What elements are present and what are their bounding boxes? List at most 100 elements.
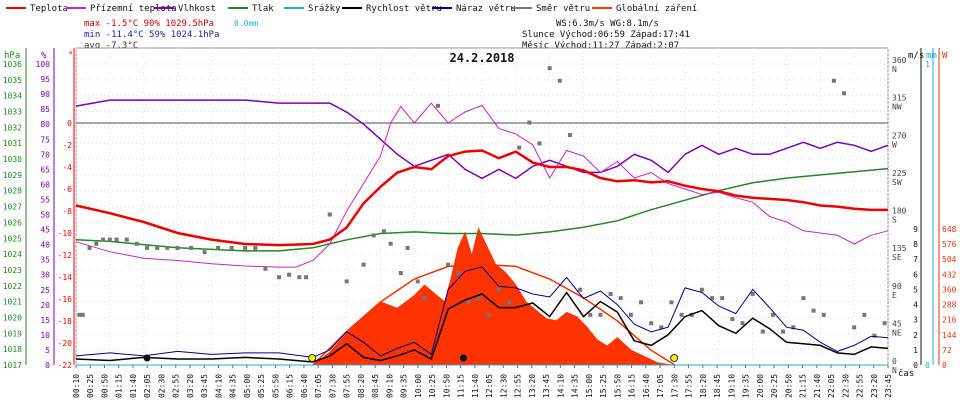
wind-direction-point [872,333,877,338]
temperature-tick-label: -16 [58,295,73,304]
humidity-tick-label: 85 [40,105,50,114]
moonset-marker [143,354,151,362]
humidity-tick-label: 60 [40,180,50,189]
hpa-tick-label: 1034 [3,92,22,101]
humidity-tick-label: 30 [40,271,50,280]
wind-direction-point [567,133,572,138]
temperature-tick-label: -4 [62,163,72,172]
wind-dir-tick-label: 180 [892,207,907,216]
legend-label: Vlhkost [178,4,216,14]
wind-direction-point [446,262,451,267]
wind-direction-point [456,271,461,276]
wind-direction-point [791,325,796,330]
wind-direction-point [730,317,735,322]
x-tick-label: 18:20 [699,374,708,398]
hpa-tick-label: 1020 [3,313,22,322]
radiation-tick-label: 504 [942,255,957,264]
wind-direction-point [243,245,248,250]
wind-direction-point [175,245,180,250]
wind-direction-point [361,262,366,267]
hpa-tick-label: 1031 [3,139,22,148]
x-tick-label: 22:05 [827,374,836,398]
x-tick-label: 16:40 [642,374,651,398]
hpa-tick-label: 1026 [3,218,22,227]
stat-moon: Měsíc Východ:11:27 Západ:2:07 [522,41,679,51]
wind-dir-tick-label: W [892,140,897,149]
x-tick-label: 10:25 [428,374,437,398]
pressure-line [75,167,889,252]
wind-speed-tick-label: 0 [913,361,918,370]
humidity-tick-label: 10 [40,331,50,340]
wind-direction-point [781,329,786,334]
wind-direction-point [277,275,281,280]
radiation-tick-label: 216 [942,316,957,325]
x-tick-label: 00:50 [100,374,109,398]
wind-direction-point [304,275,309,280]
humidity-tick-label: 20 [40,301,50,310]
wind-direction-point [77,312,82,317]
humidity-tick-label: 15 [40,316,50,325]
wind-gust-line [75,266,889,358]
x-tick-label: 12:30 [499,374,508,398]
wind-dir-tick-label: 315 [892,94,907,103]
theoretical-radiation-line [312,263,676,366]
wind-direction-point [189,245,194,250]
wind-speed-tick-label: 6 [913,270,918,279]
axis-label-hpa: hPa [4,51,20,61]
axis-label-humidity: % [41,51,47,61]
x-tick-label: 17:55 [685,374,694,398]
wind-direction-point [94,241,99,246]
wind-direction-point [588,312,593,317]
x-tick-label: 06:40 [300,374,309,398]
temperature-tick-label: -10 [58,229,73,238]
wind-direction-point [598,312,603,317]
rain-tick-label: 1 [925,60,930,69]
wind-direction-point [229,245,234,250]
marks [75,66,889,366]
legend-label: Tlak [252,4,274,14]
temperature-tick-label: -20 [58,339,73,348]
wind-speed-tick-label: 2 [913,331,918,340]
wind-direction-point [155,245,160,250]
wind-direction-point [842,91,847,96]
legend-label: Směr větru [536,4,590,14]
x-tick-label: 09:35 [400,374,409,398]
x-tick-label: 07:30 [328,374,337,398]
x-tick-label: 01:40 [129,374,138,398]
wind-direction-point [344,279,349,284]
humidity-tick-label: 35 [40,256,50,265]
x-tick-label: 23:20 [870,374,879,398]
wind-direction-point [107,237,112,242]
x-tick-label: 10:00 [414,374,423,398]
x-tick-label: 18:45 [713,374,722,398]
stat-avg: avg -7.3°C [84,41,138,51]
wind-direction-point [405,245,410,250]
x-tick-label: 08:45 [371,374,380,398]
hpa-tick-label: 1033 [3,108,22,117]
wind-direction-point [287,272,292,277]
wind-dir-tick-label: 225 [892,169,907,178]
x-tick-label: 16:15 [628,374,637,398]
humidity-tick-label: 55 [40,195,50,204]
humidity-tick-label: 0 [45,361,50,370]
humidity-tick-label: 25 [40,286,50,295]
humidity-tick-label: 65 [40,165,50,174]
temperature-tick-label: -18 [58,317,73,326]
wind-direction-point [537,141,542,146]
wind-direction-point [710,296,715,301]
legend-label: Srážky [308,4,341,14]
x-tick-label: 15:25 [599,374,608,398]
temperature-tick-label: 0 [67,119,72,128]
wind-speed-tick-label: 7 [913,255,918,264]
radiation-tick-label: 576 [942,240,957,249]
wind-direction-point [101,237,106,242]
humidity-tick-label: 95 [40,75,50,84]
wind-direction-point [557,78,562,83]
wind-dir-tick-label: N [892,366,897,375]
stat-wind: WS:6.3m/s WG:8.1m/s [556,19,659,29]
wind-direction-point [253,245,258,250]
rain-tick-label: 0 [925,361,930,370]
x-tick-label: 05:50 [271,374,280,398]
wind-dir-tick-label: 45 [892,319,902,328]
wind-direction-point [821,312,826,317]
